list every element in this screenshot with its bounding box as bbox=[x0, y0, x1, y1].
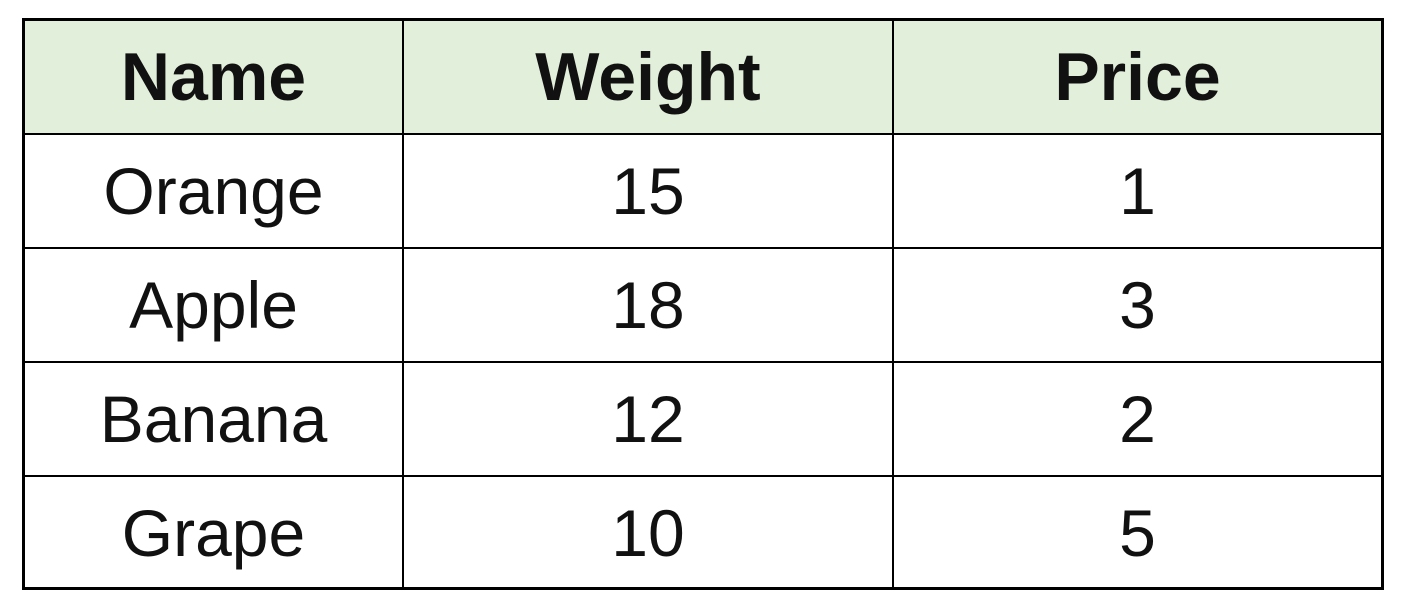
cell-weight: 10 bbox=[402, 475, 894, 589]
table-row: Grape 10 5 bbox=[25, 475, 1381, 589]
cell-weight: 18 bbox=[402, 247, 894, 363]
data-table: Name Weight Price Orange 15 1 Apple 18 3… bbox=[25, 21, 1381, 589]
cell-price: 2 bbox=[892, 361, 1381, 477]
cell-weight: 15 bbox=[402, 133, 894, 249]
cell-name: Apple bbox=[25, 247, 404, 363]
fruit-table: Name Weight Price Orange 15 1 Apple 18 3… bbox=[22, 18, 1384, 590]
column-header-price: Price bbox=[892, 21, 1381, 135]
cell-weight: 12 bbox=[402, 361, 894, 477]
cell-price: 5 bbox=[892, 475, 1381, 589]
cell-name: Banana bbox=[25, 361, 404, 477]
table-row: Banana 12 2 bbox=[25, 361, 1381, 477]
cell-name: Orange bbox=[25, 133, 404, 249]
table-row: Orange 15 1 bbox=[25, 133, 1381, 249]
cell-price: 3 bbox=[892, 247, 1381, 363]
cell-name: Grape bbox=[25, 475, 404, 589]
header-row: Name Weight Price bbox=[25, 21, 1381, 135]
column-header-name: Name bbox=[25, 21, 404, 135]
table-row: Apple 18 3 bbox=[25, 247, 1381, 363]
cell-price: 1 bbox=[892, 133, 1381, 249]
column-header-weight: Weight bbox=[402, 21, 894, 135]
